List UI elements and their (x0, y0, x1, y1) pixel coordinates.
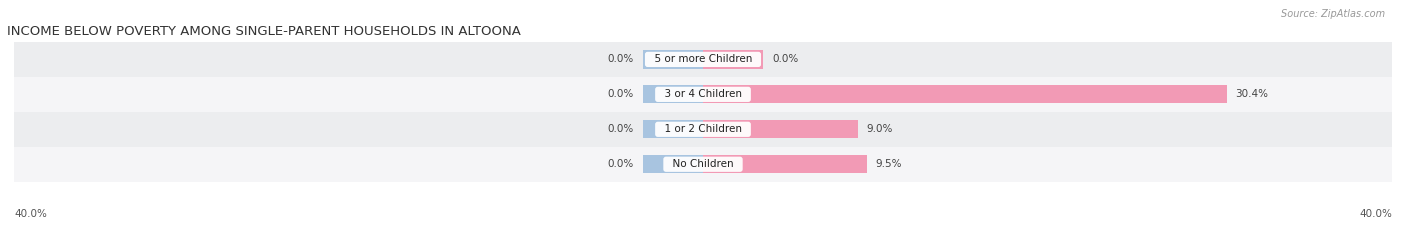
Bar (14, 77, 1392, 112)
Text: 40.0%: 40.0% (1360, 209, 1392, 219)
Bar (703, 50, 763, 69)
Text: No Children: No Children (666, 159, 740, 169)
Text: 40.0%: 40.0% (14, 209, 46, 219)
Text: 0.0%: 0.0% (772, 55, 799, 64)
Text: 0.0%: 0.0% (607, 124, 634, 134)
Bar (703, 120, 858, 138)
Text: 9.5%: 9.5% (875, 159, 901, 169)
Bar (643, 120, 703, 138)
Text: 1 or 2 Children: 1 or 2 Children (658, 124, 748, 134)
Text: INCOME BELOW POVERTY AMONG SINGLE-PARENT HOUSEHOLDS IN ALTOONA: INCOME BELOW POVERTY AMONG SINGLE-PARENT… (7, 25, 522, 38)
Bar (643, 155, 703, 173)
Bar (703, 155, 866, 173)
Text: 5 or more Children: 5 or more Children (648, 55, 758, 64)
Text: 0.0%: 0.0% (607, 89, 634, 99)
Text: 30.4%: 30.4% (1236, 89, 1268, 99)
Legend: Single Father, Single Mother: Single Father, Single Mother (609, 231, 797, 233)
Bar (643, 50, 703, 69)
Bar (14, 112, 1392, 147)
Text: 0.0%: 0.0% (607, 159, 634, 169)
Text: 0.0%: 0.0% (607, 55, 634, 64)
Bar (14, 42, 1392, 77)
Text: Source: ZipAtlas.com: Source: ZipAtlas.com (1281, 9, 1385, 19)
Bar (14, 147, 1392, 182)
Text: 9.0%: 9.0% (866, 124, 893, 134)
Bar (703, 85, 1226, 103)
Bar (643, 85, 703, 103)
Text: 3 or 4 Children: 3 or 4 Children (658, 89, 748, 99)
